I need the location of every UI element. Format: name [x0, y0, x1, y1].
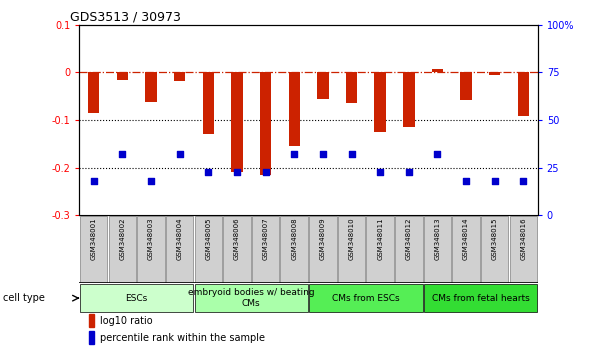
Bar	[317, 73, 329, 99]
FancyBboxPatch shape	[80, 216, 108, 284]
Point	[117, 152, 127, 157]
Point	[490, 178, 500, 184]
Text: GSM348004: GSM348004	[177, 217, 183, 260]
FancyBboxPatch shape	[510, 216, 537, 284]
Text: GSM348012: GSM348012	[406, 217, 412, 260]
Bar	[346, 73, 357, 103]
Text: GSM348009: GSM348009	[320, 217, 326, 260]
Point	[519, 178, 529, 184]
Bar	[432, 69, 443, 73]
FancyBboxPatch shape	[80, 284, 194, 312]
Bar	[288, 73, 300, 146]
FancyBboxPatch shape	[280, 216, 308, 284]
Point	[375, 169, 385, 174]
Text: GSM348010: GSM348010	[348, 217, 354, 260]
Text: GSM348001: GSM348001	[91, 217, 97, 260]
Text: percentile rank within the sample: percentile rank within the sample	[100, 333, 265, 343]
FancyBboxPatch shape	[137, 216, 165, 284]
Point	[433, 152, 442, 157]
Point	[346, 152, 356, 157]
Bar	[203, 73, 214, 135]
FancyBboxPatch shape	[166, 216, 194, 284]
Text: GSM348002: GSM348002	[119, 217, 125, 260]
Bar	[145, 73, 157, 102]
Bar	[231, 73, 243, 172]
Text: GSM348008: GSM348008	[291, 217, 297, 260]
FancyBboxPatch shape	[452, 216, 480, 284]
Text: embryoid bodies w/ beating
CMs: embryoid bodies w/ beating CMs	[188, 289, 315, 308]
Point	[146, 178, 156, 184]
Bar	[460, 73, 472, 100]
Bar	[117, 73, 128, 80]
Point	[461, 178, 471, 184]
Text: CMs from fetal hearts: CMs from fetal hearts	[431, 294, 529, 303]
FancyBboxPatch shape	[223, 216, 251, 284]
Bar	[174, 73, 185, 81]
FancyBboxPatch shape	[395, 216, 423, 284]
Text: GSM348005: GSM348005	[205, 217, 211, 260]
Text: GSM348013: GSM348013	[434, 217, 441, 260]
Bar	[489, 73, 500, 75]
Point	[290, 152, 299, 157]
Point	[232, 169, 242, 174]
FancyBboxPatch shape	[338, 216, 365, 284]
FancyBboxPatch shape	[423, 284, 537, 312]
Point	[261, 169, 271, 174]
Bar	[88, 73, 100, 113]
Point	[203, 169, 213, 174]
Point	[318, 152, 327, 157]
Text: GSM348006: GSM348006	[234, 217, 240, 260]
Point	[175, 152, 185, 157]
Text: GSM348003: GSM348003	[148, 217, 154, 260]
FancyBboxPatch shape	[423, 216, 451, 284]
Bar	[89, 314, 93, 327]
FancyBboxPatch shape	[109, 216, 136, 284]
Bar	[403, 73, 414, 127]
Text: GDS3513 / 30973: GDS3513 / 30973	[70, 11, 181, 24]
Text: GSM348011: GSM348011	[377, 217, 383, 260]
Point	[404, 169, 414, 174]
Bar	[518, 73, 529, 116]
FancyBboxPatch shape	[367, 216, 394, 284]
Text: GSM348016: GSM348016	[521, 217, 526, 260]
Point	[89, 178, 98, 184]
Text: GSM348014: GSM348014	[463, 217, 469, 260]
Text: GSM348015: GSM348015	[492, 217, 498, 260]
Text: ESCs: ESCs	[126, 294, 148, 303]
FancyBboxPatch shape	[194, 284, 308, 312]
FancyBboxPatch shape	[252, 216, 279, 284]
FancyBboxPatch shape	[309, 216, 337, 284]
Text: cell type: cell type	[3, 293, 45, 303]
Text: CMs from ESCs: CMs from ESCs	[332, 294, 400, 303]
Text: GSM348007: GSM348007	[263, 217, 269, 260]
FancyBboxPatch shape	[309, 284, 423, 312]
Text: log10 ratio: log10 ratio	[100, 316, 153, 326]
Bar	[89, 331, 93, 344]
Bar	[260, 73, 271, 175]
Bar	[375, 73, 386, 132]
FancyBboxPatch shape	[481, 216, 508, 284]
FancyBboxPatch shape	[194, 216, 222, 284]
